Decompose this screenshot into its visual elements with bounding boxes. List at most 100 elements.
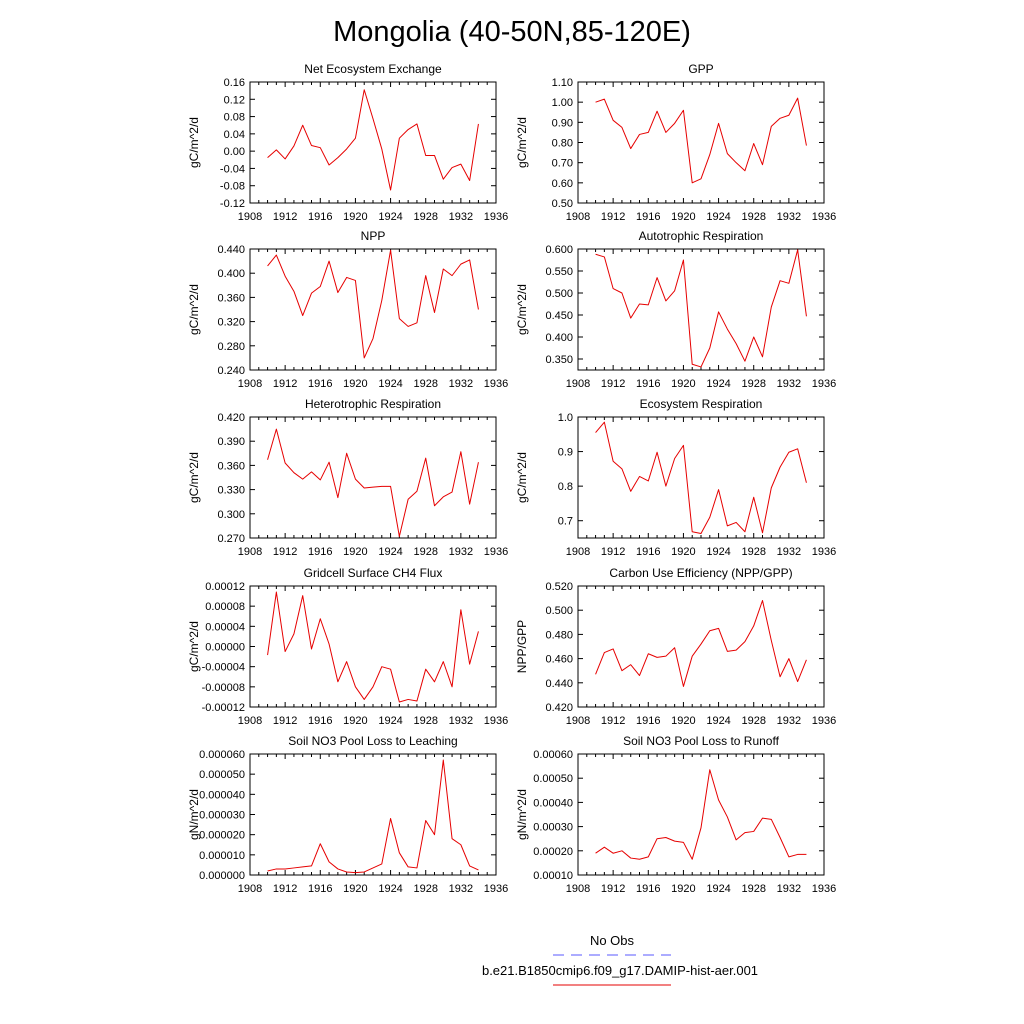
- y-axis-label: gN/m^2/d: [515, 789, 529, 840]
- y-tick-label: 0.320: [217, 317, 245, 329]
- x-tick-label: 1916: [308, 715, 332, 727]
- x-tick-label: 1916: [636, 211, 660, 223]
- panel-gpp: GPP gC/m^2/d 1908 1912 1916 1920 1924 1928 1932 1…: [515, 62, 836, 223]
- y-tick-label: 0.440: [545, 678, 573, 690]
- x-tick-label: 1912: [601, 546, 625, 558]
- x-tick-label: 1928: [741, 546, 765, 558]
- x-tick-label: 1916: [636, 883, 660, 895]
- x-tick-label: 1908: [238, 546, 262, 558]
- y-tick-label: 0.80: [552, 138, 573, 150]
- x-tick-label: 1928: [741, 378, 765, 390]
- y-axis-label: gC/m^2/d: [515, 452, 529, 503]
- y-tick-label: -0.00012: [202, 702, 245, 714]
- plot-frame: [577, 416, 825, 539]
- y-tick-label: 0.420: [217, 412, 245, 424]
- panel-title: GPP: [688, 62, 713, 76]
- y-axis-label: gN/m^2/d: [187, 789, 201, 840]
- y-tick-label: 0.460: [545, 654, 573, 666]
- y-tick-label: 0.000060: [199, 749, 245, 761]
- legend-label-no-obs: No Obs: [590, 933, 635, 948]
- y-tick-label: -0.08: [220, 181, 245, 193]
- panel-gridcell-surface-ch4-flux: Gridcell Surface CH4 Flux gC/m^2/d 1908 191…: [187, 566, 508, 727]
- y-tick-label: 0.000040: [199, 789, 245, 801]
- y-tick-label: 0.360: [217, 292, 245, 304]
- y-tick-label: 0.550: [545, 266, 573, 278]
- x-tick-label: 1920: [343, 715, 367, 727]
- x-tick-label: 1908: [238, 715, 262, 727]
- y-tick-label: 0.00008: [205, 601, 245, 613]
- x-tick-label: 1924: [706, 546, 730, 558]
- y-tick-label: 0.00050: [533, 773, 573, 785]
- y-tick-label: 0.90: [552, 117, 573, 129]
- y-tick-label: 0.350: [545, 354, 573, 366]
- y-axis-label: gC/m^2/d: [515, 117, 529, 168]
- panel-title: Gridcell Surface CH4 Flux: [304, 566, 443, 580]
- chart-panels: Net Ecosystem Exchange gC/m^2/d 1908 1912 19…: [187, 62, 836, 895]
- x-tick-label: 1928: [413, 211, 437, 223]
- x-tick-label: 1912: [273, 883, 297, 895]
- y-tick-label: 0.00060: [533, 749, 573, 761]
- y-tick-label: 0.240: [217, 365, 245, 377]
- x-tick-label: 1936: [484, 378, 508, 390]
- x-tick-label: 1932: [449, 378, 473, 390]
- series-line: [595, 421, 807, 535]
- y-axis-label: gC/m^2/d: [515, 284, 529, 335]
- x-tick-label: 1936: [812, 715, 836, 727]
- x-tick-label: 1920: [343, 211, 367, 223]
- series-line: [267, 591, 479, 703]
- x-tick-label: 1908: [566, 883, 590, 895]
- y-axis-label: NPP/GPP: [515, 620, 529, 673]
- series-line: [267, 759, 479, 874]
- plot-frame: [577, 585, 825, 708]
- y-tick-label: -0.12: [220, 198, 245, 210]
- y-tick-label: 0.600: [545, 244, 573, 256]
- x-tick-label: 1928: [413, 883, 437, 895]
- y-tick-label: 0.280: [217, 341, 245, 353]
- x-tick-label: 1928: [741, 211, 765, 223]
- y-tick-label: 1.00: [552, 97, 573, 109]
- plot-frame: [577, 753, 825, 876]
- y-tick-label: 1.0: [558, 412, 573, 424]
- y-tick-label: 0.00012: [205, 581, 245, 593]
- x-tick-label: 1912: [273, 715, 297, 727]
- legend-label-model-run: b.e21.B1850cmip6.f09_g17.DAMIP-hist-aer.…: [482, 963, 758, 978]
- series-line: [267, 249, 479, 359]
- y-tick-label: 0.60: [552, 178, 573, 190]
- y-tick-label: 0.00010: [533, 870, 573, 882]
- plot-frame: [249, 753, 497, 876]
- x-tick-label: 1920: [671, 378, 695, 390]
- x-tick-label: 1928: [413, 546, 437, 558]
- x-tick-label: 1924: [378, 883, 402, 895]
- x-tick-label: 1916: [636, 546, 660, 558]
- x-tick-label: 1920: [671, 546, 695, 558]
- x-tick-label: 1920: [343, 883, 367, 895]
- x-tick-label: 1924: [706, 883, 730, 895]
- x-tick-label: 1908: [566, 378, 590, 390]
- y-tick-label: 0.480: [545, 629, 573, 641]
- x-tick-label: 1932: [449, 211, 473, 223]
- x-tick-label: 1920: [671, 883, 695, 895]
- y-tick-label: 0.00040: [533, 797, 573, 809]
- x-tick-label: 1912: [601, 378, 625, 390]
- figure-title: Mongolia (40-50N,85-120E): [333, 16, 691, 48]
- y-tick-label: 0.500: [545, 288, 573, 300]
- y-tick-label: 0.440: [217, 244, 245, 256]
- y-tick-label: 0.50: [552, 198, 573, 210]
- plot-frame: [577, 81, 825, 204]
- y-tick-label: -0.00008: [202, 682, 245, 694]
- panel-title: Heterotrophic Respiration: [305, 397, 441, 411]
- x-tick-label: 1928: [413, 715, 437, 727]
- x-tick-label: 1916: [636, 715, 660, 727]
- series-line: [267, 89, 479, 191]
- y-tick-label: -0.00004: [202, 662, 245, 674]
- y-tick-label: 0.8: [558, 481, 573, 493]
- y-tick-label: 0.12: [224, 94, 245, 106]
- series-line: [595, 600, 807, 687]
- series-line: [595, 769, 807, 860]
- x-tick-label: 1932: [777, 546, 801, 558]
- y-tick-label: 0.000010: [199, 850, 245, 862]
- x-tick-label: 1932: [449, 546, 473, 558]
- y-tick-label: 0.04: [224, 129, 245, 141]
- x-tick-label: 1928: [741, 883, 765, 895]
- panel-title: Autotrophic Respiration: [639, 229, 764, 243]
